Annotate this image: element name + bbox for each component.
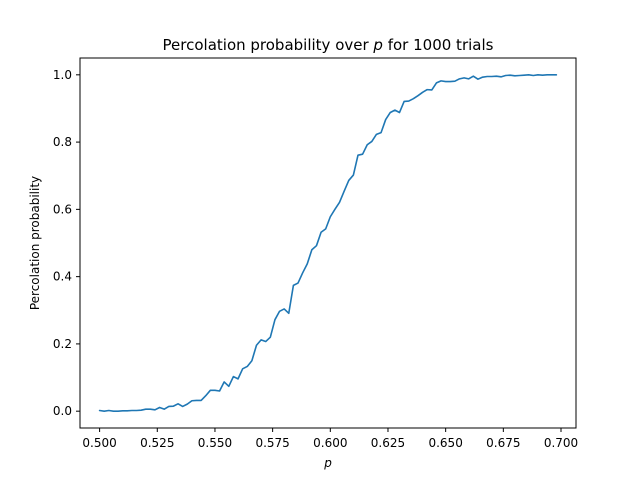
y-tick-label: 1.0 [53, 68, 72, 82]
chart-title-variable: p [372, 36, 383, 54]
plot-area [79, 57, 577, 429]
x-tick-label: 0.550 [198, 436, 232, 450]
x-tick-label: 0.700 [544, 436, 578, 450]
y-tick-label: 0.4 [53, 270, 72, 284]
y-axis: 0.0 0.2 0.4 0.6 0.8 1.0 [53, 68, 80, 418]
x-tick-label: 0.500 [82, 436, 116, 450]
x-tick-label: 0.600 [313, 436, 347, 450]
chart-title-suffix: for 1000 trials [383, 36, 494, 54]
y-tick-label: 0.6 [53, 202, 72, 216]
x-tick-label: 0.675 [486, 436, 520, 450]
plot-frame [79, 57, 577, 429]
x-axis: 0.500 0.525 0.550 0.575 0.600 0.625 0.650 0.675… [82, 428, 578, 450]
chart-title-prefix: Percolation probability over [163, 36, 374, 54]
x-axis-label: p [323, 456, 332, 470]
x-tick-label: 0.625 [371, 436, 405, 450]
series-line [98, 74, 558, 412]
x-tick-label: 0.650 [428, 436, 462, 450]
y-axis-label: Percolation probability [28, 176, 42, 310]
x-tick-label: 0.575 [255, 436, 289, 450]
y-tick-label: 0.2 [53, 337, 72, 351]
y-tick-label: 0.8 [53, 135, 72, 149]
y-tick-label: 0.0 [53, 404, 72, 418]
chart-title: Percolation probability over p for 1000 … [163, 36, 494, 54]
x-tick-label: 0.525 [140, 436, 174, 450]
